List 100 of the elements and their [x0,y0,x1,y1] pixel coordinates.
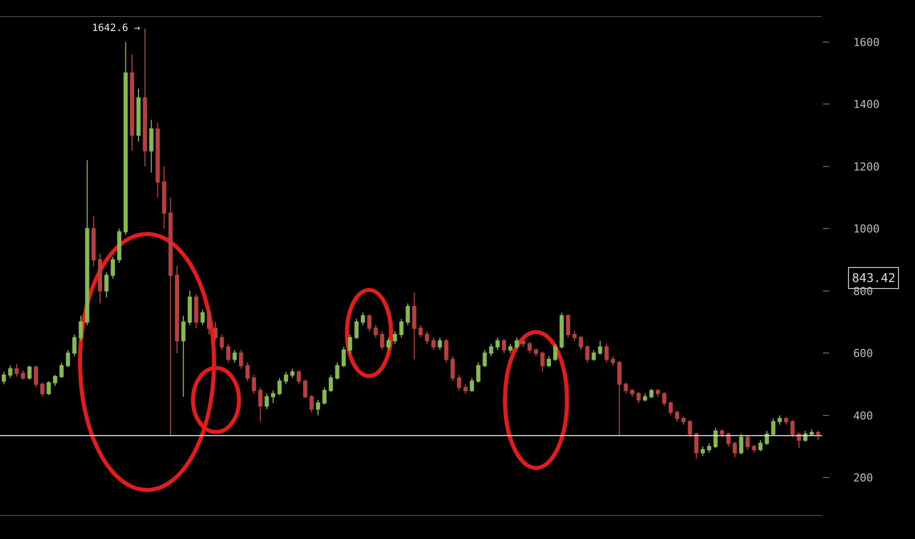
candlestick [271,390,276,404]
candlestick [303,379,308,399]
candlestick [553,343,558,362]
candlestick [732,441,737,458]
candlestick [546,356,551,368]
candlestick [675,410,680,422]
candlestick [27,365,32,380]
candlestick [572,330,577,342]
candlestick [796,432,801,449]
candlestick [284,371,288,385]
candlestick [739,434,744,455]
y-tick-label: 1600 [853,36,880,49]
candlestick [482,350,487,368]
y-tick-label: 600 [853,347,874,360]
candlestick [21,370,26,380]
candlestick [726,432,730,448]
candlestick [656,388,660,398]
candlestick [328,374,333,393]
candlestick [374,324,378,338]
candlestick [476,362,480,384]
candlestick [360,312,365,326]
candlestick [592,350,596,362]
candlestick [424,330,430,344]
candlestick [578,336,583,351]
candlestick [156,122,160,198]
candlestick [213,322,218,342]
candlestick [514,337,519,349]
candlestick [610,356,616,366]
candlestick [354,318,359,340]
candlestick [296,370,301,385]
candlestick [392,330,398,344]
candlestick [348,334,352,354]
candlestick [316,399,320,416]
candlestick [450,356,455,382]
candlestick [598,340,602,356]
candlestick [40,382,44,398]
candlestick [85,160,90,326]
candlestick [322,386,327,406]
candlestick [78,315,83,342]
candlestick [290,368,294,379]
candlestick [188,290,192,326]
candlestick [412,292,416,360]
candlestick [746,435,750,450]
candlestick [668,400,673,416]
candlestick [117,228,122,264]
candlestick [560,312,564,349]
candlestick [604,343,609,363]
candlestick [232,350,237,363]
candlestick [502,338,506,354]
candlestick [406,302,410,326]
candlestick [136,88,141,142]
candlestick [399,318,404,338]
candlestick [124,41,128,236]
candlestick [630,388,634,398]
candlestick [713,427,718,449]
candlestick [335,362,340,380]
candlestick [162,166,166,230]
y-tick-label: 1000 [853,222,880,236]
annotation: 1642.6 → [92,23,140,34]
candlestick [707,442,712,454]
candlestick [174,266,180,354]
candlestick [142,28,147,167]
candlestick [277,378,282,396]
candlestick [752,444,756,454]
candlestick [245,362,250,382]
candlestick [540,351,545,372]
candlestick [681,416,686,426]
candlestick [98,253,102,304]
candlestick [463,384,468,394]
candlestick [53,374,58,386]
candlestick [720,428,724,438]
candlestick [200,309,205,326]
candlestick [764,430,769,446]
candlestick [181,315,186,398]
candlestick [386,337,391,351]
candlestick [816,430,820,441]
candlestick [110,256,115,279]
y-tick-label: 1200 [853,160,880,174]
candlestick [534,348,538,357]
candlestick [66,350,70,368]
candlestick [34,365,38,388]
candlestick [2,371,6,385]
candlestick [104,272,109,298]
candlestick [700,446,705,456]
candlestick [431,337,436,351]
candlestick [220,334,224,351]
candlestick [149,119,154,174]
candlestick [342,346,346,368]
candlestick [624,382,628,394]
y-tick-label: 1400 [853,98,880,111]
candlestick [380,330,384,351]
candlestick [310,394,314,413]
candlestick [457,374,462,391]
candlestick [688,420,692,438]
candlestick [585,344,590,363]
candlestick [264,393,269,410]
candlestick [649,388,654,399]
candlestick [130,54,134,152]
candlestick [495,337,500,351]
candlestick [226,343,230,363]
